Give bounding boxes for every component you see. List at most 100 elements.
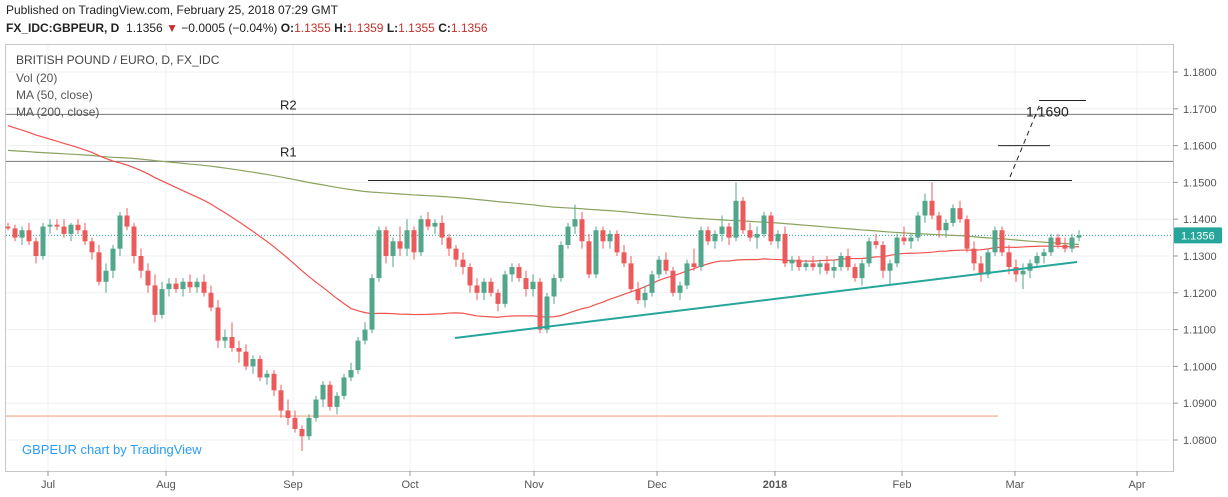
candle-body bbox=[964, 219, 970, 249]
candle-body bbox=[61, 226, 67, 234]
time-tick-label: Nov bbox=[524, 479, 544, 491]
time-tick-label: Sep bbox=[283, 479, 303, 491]
open-label: O: bbox=[280, 21, 295, 35]
candle-body bbox=[586, 241, 592, 275]
candle-body bbox=[376, 230, 382, 279]
candle-body bbox=[425, 219, 431, 227]
candle-body bbox=[775, 233, 781, 242]
candle-body bbox=[201, 281, 207, 293]
symbol-label[interactable]: FX_IDC:GBPEUR, D bbox=[6, 21, 120, 35]
candle-body bbox=[789, 259, 795, 264]
candle-body bbox=[516, 267, 522, 279]
time-tick-label: Feb bbox=[893, 479, 912, 491]
candle-body bbox=[978, 263, 984, 275]
candle-body bbox=[992, 230, 998, 253]
candle-body bbox=[691, 263, 697, 268]
candle-body bbox=[495, 292, 501, 304]
candle-body bbox=[712, 233, 718, 242]
time-tick-label: Mar bbox=[1006, 479, 1025, 491]
legend-volume: Vol (20) bbox=[16, 71, 58, 85]
candle-body bbox=[334, 395, 340, 407]
candle-body bbox=[670, 270, 676, 293]
candle-body bbox=[257, 359, 263, 378]
candle-body bbox=[656, 259, 662, 275]
low-value: 1.1355 bbox=[398, 21, 435, 35]
price-tick-label: 1.0900 bbox=[1183, 398, 1217, 410]
candle-body bbox=[642, 292, 648, 301]
candle-body bbox=[292, 417, 298, 429]
candle-body bbox=[943, 222, 949, 231]
candle-body bbox=[950, 208, 956, 223]
candle-body bbox=[446, 237, 452, 249]
candle-body bbox=[327, 384, 333, 407]
candle-body bbox=[502, 274, 508, 304]
candle-body bbox=[285, 410, 291, 418]
candle-body bbox=[439, 222, 445, 238]
candle-body bbox=[817, 263, 823, 268]
candle-body bbox=[537, 281, 543, 330]
candle-body bbox=[999, 230, 1005, 253]
candle-body bbox=[579, 219, 585, 242]
candle-body bbox=[75, 224, 81, 231]
time-tick-label: Aug bbox=[156, 479, 176, 491]
candle-body bbox=[649, 274, 655, 293]
candle-body bbox=[40, 226, 46, 256]
candle-body bbox=[68, 224, 74, 234]
candle-body bbox=[530, 281, 536, 290]
candle-body bbox=[26, 230, 32, 242]
candle-body bbox=[250, 359, 256, 367]
candle-body bbox=[523, 278, 529, 290]
candle-body bbox=[929, 200, 935, 216]
candle-body bbox=[397, 241, 403, 249]
candle-body bbox=[628, 263, 634, 290]
down-arrow-icon: ▼ bbox=[166, 21, 178, 35]
candle-body bbox=[173, 283, 179, 290]
current-price-badge: 1.1356 bbox=[1174, 227, 1222, 244]
candle-body bbox=[705, 230, 711, 242]
candle-body bbox=[96, 252, 102, 282]
time-tick-label: 2018 bbox=[763, 479, 787, 491]
candle-body bbox=[565, 226, 571, 245]
candle-body bbox=[89, 241, 95, 253]
candle-body bbox=[159, 289, 165, 315]
candle-body bbox=[908, 237, 914, 242]
candle-body bbox=[1076, 235, 1082, 238]
candle-body bbox=[558, 244, 564, 279]
candle-body bbox=[768, 215, 774, 242]
candle-body bbox=[369, 278, 375, 330]
candle-body bbox=[481, 281, 487, 293]
candle-body bbox=[684, 263, 690, 286]
candle-body bbox=[747, 230, 753, 238]
candle-body bbox=[215, 307, 221, 341]
candle-body bbox=[383, 230, 389, 256]
time-tick-label: Jul bbox=[41, 479, 55, 491]
candle-body bbox=[166, 283, 172, 290]
price-axis[interactable]: 1.1800 1.1700 1.1600 1.1500 1.1400 1.1300 1.12… bbox=[1173, 67, 1217, 447]
candle-body bbox=[1062, 244, 1068, 249]
candle-body bbox=[754, 233, 760, 238]
price-tick-label: 1.0800 bbox=[1183, 435, 1217, 447]
grid-lines bbox=[6, 45, 1173, 471]
price-change: −0.0005 (−0.04%) bbox=[181, 21, 278, 35]
candle-body bbox=[453, 248, 459, 260]
candle-body bbox=[866, 241, 872, 264]
time-axis[interactable]: Jul Aug Sep Oct Nov Dec 2018 Feb Mar Apr bbox=[41, 471, 1146, 491]
candle-body bbox=[719, 226, 725, 234]
close-label: C: bbox=[438, 21, 451, 35]
ma200-line bbox=[7, 149, 1080, 246]
drawings: 1.1690 bbox=[368, 99, 1086, 339]
candle-body bbox=[299, 428, 305, 437]
candle-body bbox=[54, 224, 60, 227]
candle-body bbox=[194, 281, 200, 288]
price-tick-label: 1.1500 bbox=[1183, 177, 1217, 189]
candle-body bbox=[971, 248, 977, 264]
time-tick-label: Dec bbox=[647, 479, 667, 491]
candle-body bbox=[985, 252, 991, 275]
candle-body bbox=[1069, 237, 1075, 249]
candle-body bbox=[306, 417, 312, 437]
legend-ma50: MA (50, close) bbox=[16, 88, 93, 102]
candle-body bbox=[733, 200, 739, 238]
candle-body bbox=[782, 233, 788, 264]
candle-body bbox=[803, 263, 809, 268]
